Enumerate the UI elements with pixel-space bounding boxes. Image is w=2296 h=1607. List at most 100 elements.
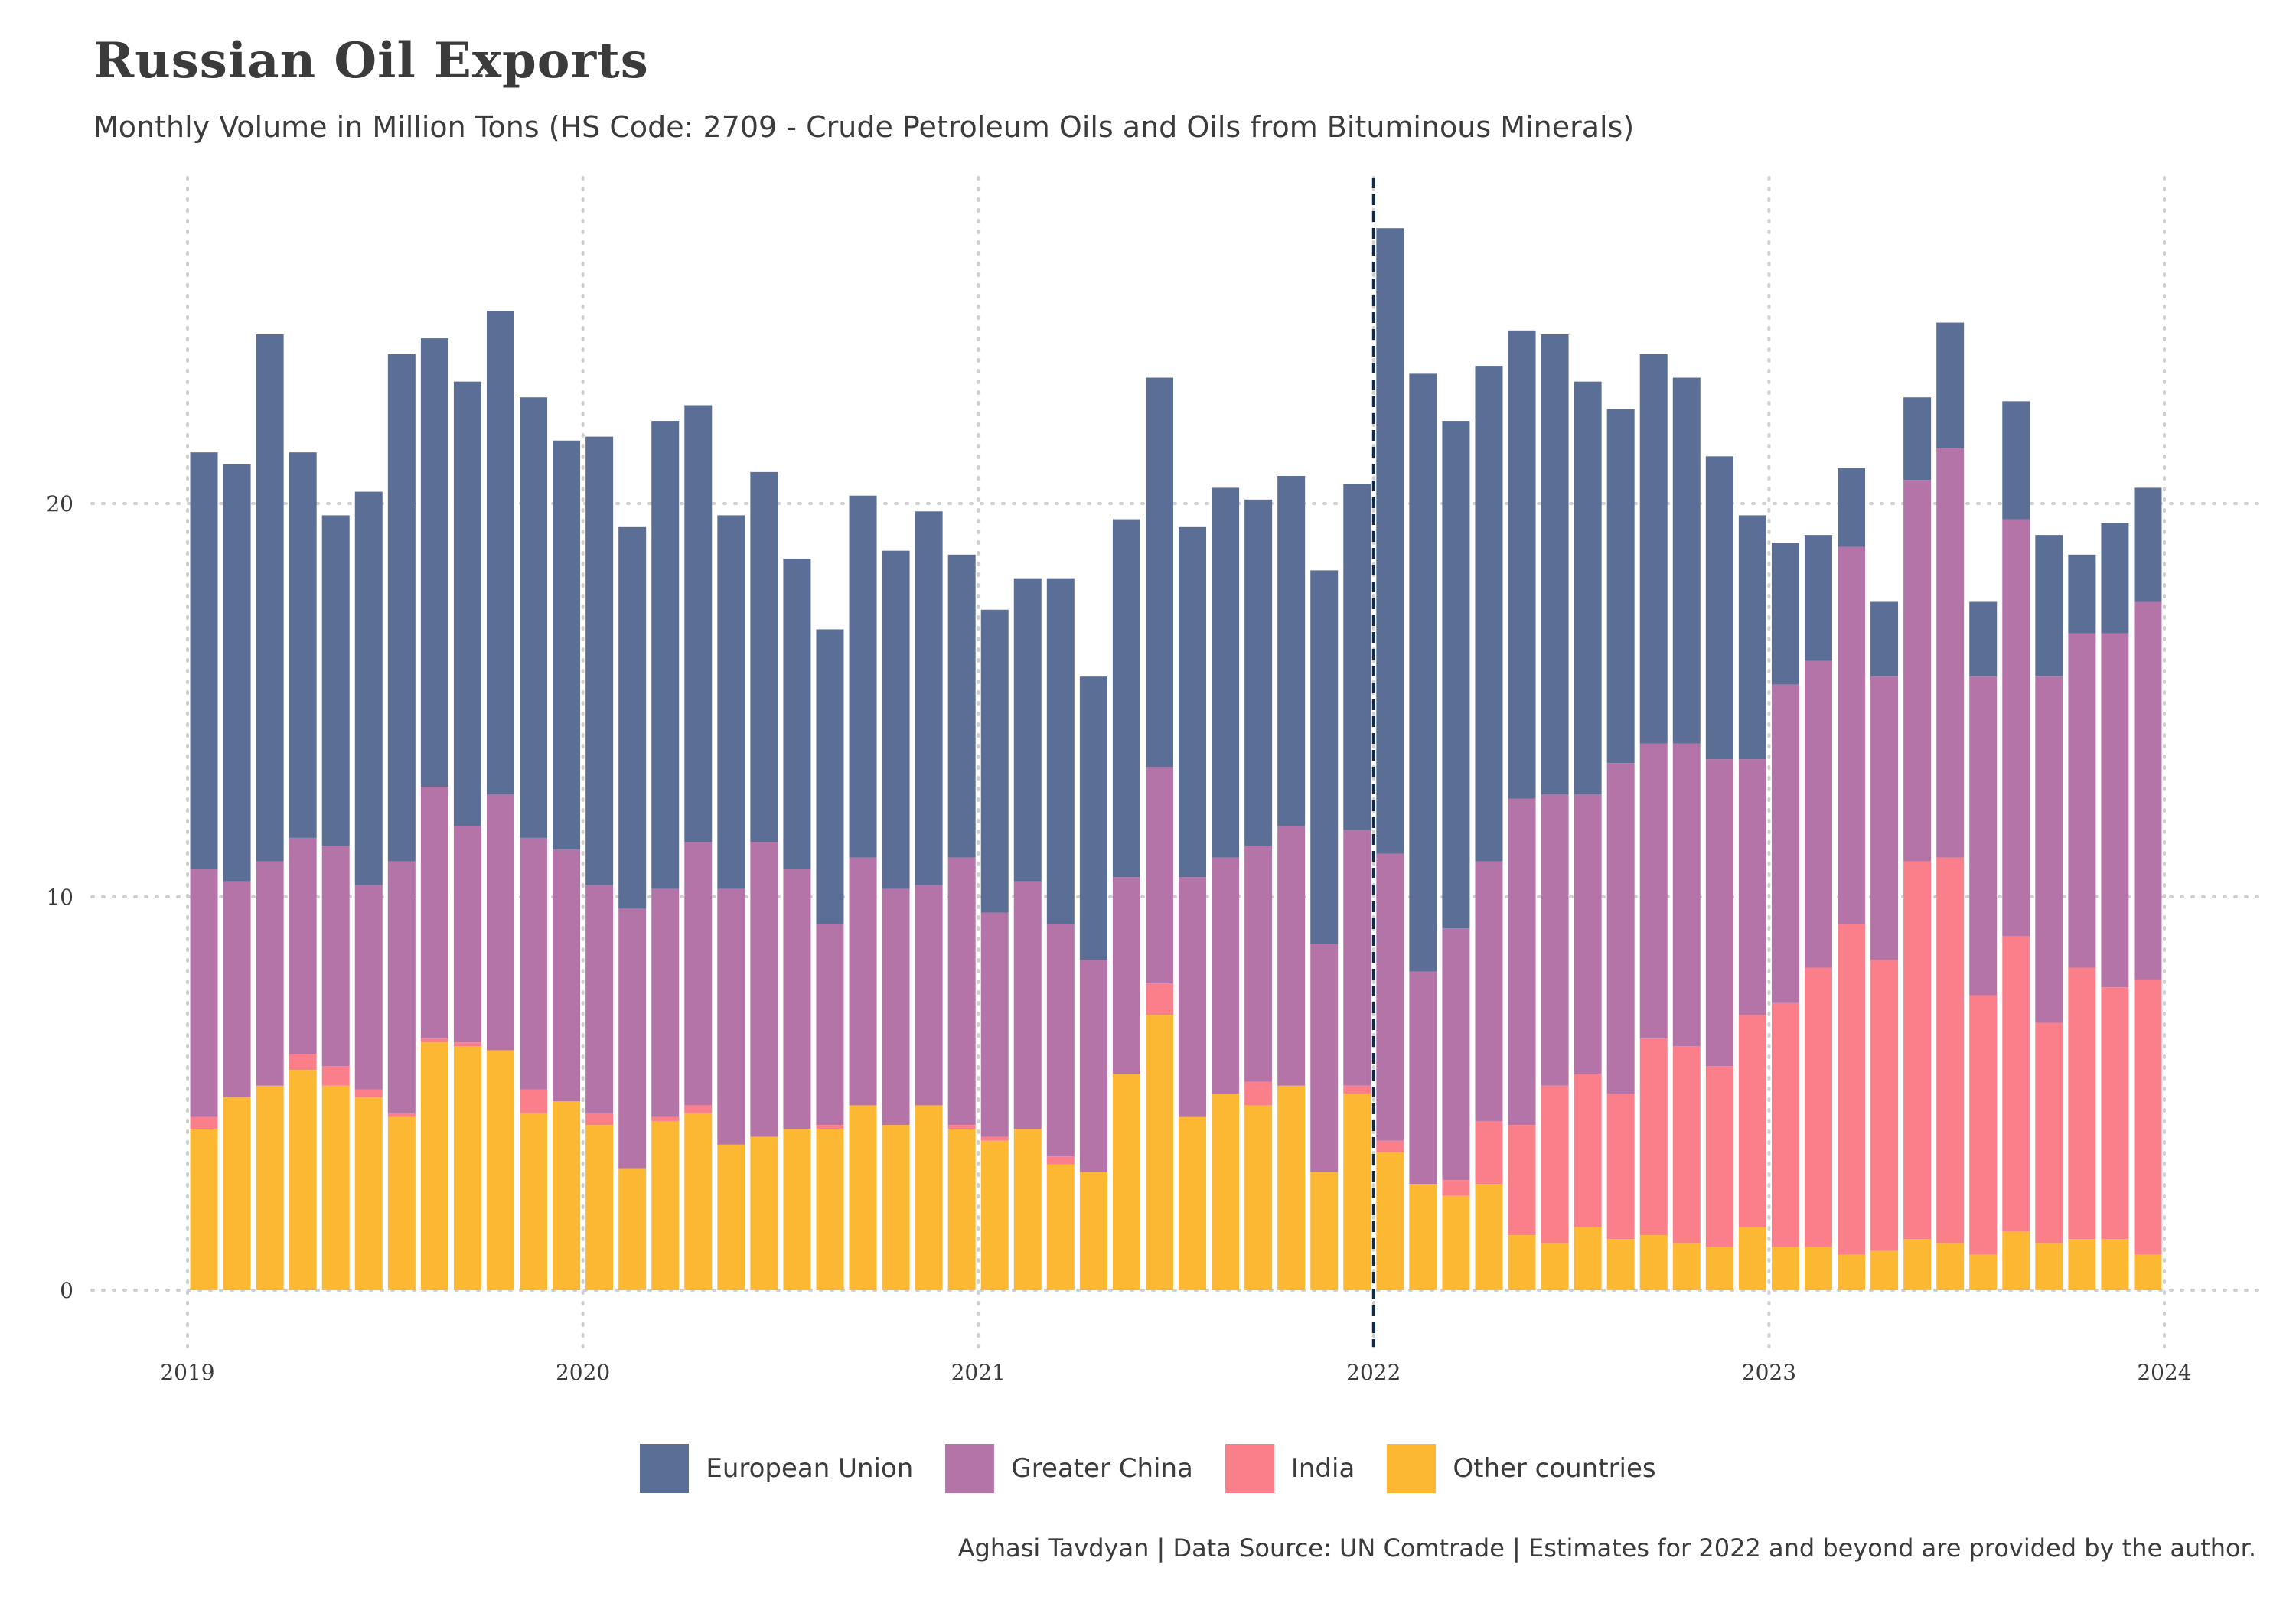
bar-segment-other-countries[interactable] (553, 1101, 581, 1290)
bar-segment-india[interactable] (1508, 1125, 1536, 1236)
bar-segment-other-countries[interactable] (1409, 1184, 1437, 1290)
bar-segment-greater-china[interactable] (915, 885, 943, 1106)
bar-segment-india[interactable] (1475, 1120, 1503, 1185)
bar-segment-other-countries[interactable] (783, 1129, 811, 1290)
bar-segment-european-union[interactable] (1903, 397, 1932, 481)
bar-segment-india[interactable] (520, 1089, 548, 1113)
bar-segment-european-union[interactable] (1145, 377, 1173, 768)
bar-segment-greater-china[interactable] (1771, 684, 1799, 1003)
bar-segment-greater-china[interactable] (553, 849, 581, 1102)
bar-segment-other-countries[interactable] (1343, 1094, 1371, 1290)
bar-segment-india[interactable] (289, 1054, 317, 1071)
bar-segment-india[interactable] (1705, 1066, 1733, 1247)
bar-segment-greater-china[interactable] (1376, 853, 1404, 1141)
bar-segment-other-countries[interactable] (420, 1042, 448, 1290)
bar-segment-european-union[interactable] (1541, 334, 1569, 795)
bar-segment-other-countries[interactable] (849, 1105, 877, 1290)
bar-segment-greater-china[interactable] (1838, 546, 1866, 924)
bar-segment-other-countries[interactable] (2101, 1239, 2129, 1290)
bar-segment-other-countries[interactable] (1804, 1247, 1832, 1290)
bar-segment-greater-china[interactable] (1212, 857, 1240, 1094)
bar-segment-greater-china[interactable] (2134, 601, 2162, 980)
bar-segment-greater-china[interactable] (223, 881, 251, 1098)
bar-segment-european-union[interactable] (387, 354, 416, 862)
bar-segment-other-countries[interactable] (1606, 1239, 1635, 1290)
bar-segment-european-union[interactable] (915, 511, 943, 885)
bar-segment-other-countries[interactable] (1376, 1152, 1404, 1290)
bar-segment-european-union[interactable] (783, 558, 811, 870)
bar-segment-greater-china[interactable] (1013, 881, 1042, 1129)
bar-segment-european-union[interactable] (223, 464, 251, 882)
bar-segment-other-countries[interactable] (816, 1129, 844, 1290)
bar-segment-india[interactable] (1442, 1180, 1470, 1196)
bar-segment-india[interactable] (354, 1089, 383, 1098)
bar-segment-other-countries[interactable] (2134, 1254, 2162, 1290)
bar-segment-greater-china[interactable] (1903, 480, 1932, 862)
bar-segment-greater-china[interactable] (354, 885, 383, 1090)
bar-segment-european-union[interactable] (1639, 354, 1668, 744)
bar-segment-greater-china[interactable] (1936, 448, 1965, 858)
bar-segment-european-union[interactable] (585, 436, 614, 885)
bar-segment-european-union[interactable] (1079, 676, 1107, 960)
bar-segment-european-union[interactable] (1212, 487, 1240, 858)
bar-segment-european-union[interactable] (1442, 421, 1470, 929)
bar-segment-india[interactable] (947, 1125, 976, 1129)
bar-segment-greater-china[interactable] (1606, 763, 1635, 1094)
bar-segment-india[interactable] (1804, 967, 1832, 1247)
bar-segment-greater-china[interactable] (1639, 743, 1668, 1039)
bar-segment-other-countries[interactable] (1838, 1254, 1866, 1290)
bar-segment-greater-china[interactable] (1179, 877, 1207, 1117)
bar-segment-india[interactable] (2101, 987, 2129, 1240)
bar-segment-greater-china[interactable] (783, 869, 811, 1129)
bar-segment-european-union[interactable] (750, 471, 778, 843)
bar-segment-other-countries[interactable] (1475, 1184, 1503, 1290)
bar-segment-greater-china[interactable] (1705, 759, 1733, 1067)
bar-segment-other-countries[interactable] (1145, 1015, 1173, 1290)
bar-segment-european-union[interactable] (2068, 554, 2096, 634)
bar-segment-european-union[interactable] (1606, 409, 1635, 764)
bar-segment-european-union[interactable] (651, 421, 680, 889)
bar-segment-other-countries[interactable] (2068, 1239, 2096, 1290)
bar-segment-india[interactable] (1343, 1085, 1371, 1094)
bar-segment-india[interactable] (420, 1038, 448, 1043)
bar-segment-european-union[interactable] (1046, 578, 1075, 924)
bar-segment-other-countries[interactable] (1179, 1116, 1207, 1290)
legend-item-other-countries[interactable]: Other countries (1387, 1444, 1656, 1493)
bar-segment-greater-china[interactable] (453, 826, 481, 1043)
bar-segment-india[interactable] (1672, 1046, 1701, 1244)
bar-segment-india[interactable] (190, 1116, 218, 1129)
bar-segment-greater-china[interactable] (1343, 830, 1371, 1086)
bar-segment-other-countries[interactable] (1639, 1235, 1668, 1290)
bar-segment-greater-china[interactable] (717, 888, 745, 1145)
bar-segment-india[interactable] (651, 1116, 680, 1121)
bar-segment-other-countries[interactable] (520, 1113, 548, 1290)
bar-segment-european-union[interactable] (520, 397, 548, 838)
bar-segment-greater-china[interactable] (1145, 767, 1173, 984)
bar-segment-european-union[interactable] (717, 515, 745, 889)
bar-segment-european-union[interactable] (1343, 484, 1371, 830)
bar-segment-other-countries[interactable] (2002, 1231, 2030, 1290)
bar-segment-other-countries[interactable] (882, 1125, 910, 1290)
bar-segment-european-union[interactable] (1574, 381, 1602, 795)
legend-item-greater-china[interactable]: Greater China (945, 1444, 1193, 1493)
bar-segment-greater-china[interactable] (520, 837, 548, 1090)
bar-segment-greater-china[interactable] (1310, 944, 1339, 1172)
bar-segment-european-union[interactable] (849, 495, 877, 858)
bar-segment-india[interactable] (1541, 1085, 1569, 1244)
bar-segment-india[interactable] (585, 1113, 614, 1126)
legend-item-european-union[interactable]: European Union (640, 1444, 913, 1493)
bar-segment-other-countries[interactable] (684, 1113, 713, 1290)
bar-segment-other-countries[interactable] (223, 1097, 251, 1290)
bar-segment-greater-china[interactable] (1508, 798, 1536, 1126)
bar-segment-india[interactable] (1838, 924, 1866, 1255)
bar-segment-other-countries[interactable] (1442, 1195, 1470, 1290)
bar-segment-other-countries[interactable] (1212, 1094, 1240, 1290)
bar-segment-other-countries[interactable] (1079, 1172, 1107, 1290)
bar-segment-other-countries[interactable] (387, 1116, 416, 1290)
bar-segment-other-countries[interactable] (453, 1046, 481, 1290)
bar-segment-european-union[interactable] (1409, 373, 1437, 972)
bar-segment-european-union[interactable] (2134, 487, 2162, 602)
bar-segment-other-countries[interactable] (289, 1070, 317, 1290)
bar-segment-other-countries[interactable] (1013, 1129, 1042, 1290)
bar-segment-greater-china[interactable] (1541, 794, 1569, 1086)
